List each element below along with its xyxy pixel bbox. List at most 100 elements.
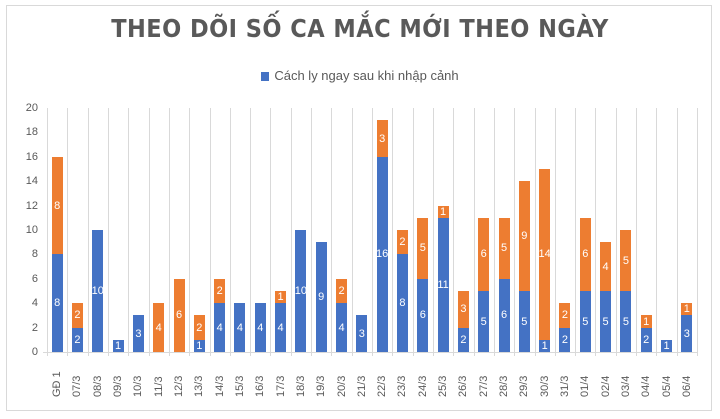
bar-segment-blue[interactable] (71, 327, 83, 352)
gridline (494, 108, 495, 356)
bar-value-label: 1 (115, 339, 122, 352)
gridline (250, 108, 251, 356)
bar-segment-orange[interactable] (478, 217, 490, 291)
x-tick-label: 13/3 (193, 375, 206, 397)
bar-segment-blue[interactable] (92, 230, 104, 352)
bar-segment-orange[interactable] (153, 303, 165, 352)
bar-segment-blue[interactable] (295, 230, 307, 352)
bar-segment-orange[interactable] (173, 278, 185, 352)
x-tick-label: GĐ 1 (51, 371, 64, 397)
x-tick-label: 14/3 (213, 375, 226, 397)
y-tick-label: 4 (31, 297, 38, 310)
bar-segment-orange[interactable] (214, 278, 226, 304)
x-tick-label: 24/3 (416, 375, 429, 397)
bar-segment-blue[interactable] (681, 315, 693, 352)
x-tick-label: 31/3 (558, 375, 571, 397)
bar-segment-blue[interactable] (518, 291, 530, 352)
bar-segment-orange[interactable] (620, 230, 632, 291)
bar-segment-orange[interactable] (518, 181, 530, 291)
bar-segment-blue[interactable] (356, 315, 368, 352)
x-tick-label: 25/3 (437, 375, 450, 397)
bar-segment-blue[interactable] (214, 303, 226, 352)
bar-value-label: 9 (318, 291, 325, 304)
x-tick-label: 01/4 (579, 375, 592, 397)
gridline (88, 108, 89, 356)
bar-segment-blue[interactable] (600, 291, 612, 352)
x-tick-label: 23/3 (396, 375, 409, 397)
bar-segment-blue[interactable] (640, 327, 652, 352)
bar-value-label: 2 (74, 309, 81, 322)
bar-segment-blue[interactable] (315, 242, 327, 352)
bar-segment-blue[interactable] (620, 291, 632, 352)
chart-title: THEO DÕI SỐ CA MẮC MỚI THEO NGÀY (111, 14, 609, 43)
gridline (128, 108, 129, 356)
bar-segment-orange[interactable] (579, 217, 591, 291)
bar-segment-blue[interactable] (661, 339, 673, 352)
bar-value-label: 10 (294, 285, 308, 297)
gridline (189, 108, 190, 356)
bar-segment-blue[interactable] (275, 303, 287, 352)
bar-value-label: 4 (602, 260, 609, 273)
bar-segment-orange[interactable] (336, 278, 348, 304)
gridline (535, 108, 536, 356)
bar-segment-orange[interactable] (640, 315, 652, 328)
bar-segment-orange[interactable] (457, 291, 469, 328)
bar-segment-orange[interactable] (600, 242, 612, 291)
gridline (453, 108, 454, 356)
bar-segment-blue[interactable] (234, 303, 246, 352)
bar-value-label: 2 (460, 333, 467, 346)
bar-segment-orange[interactable] (376, 120, 388, 157)
bar-segment-orange[interactable] (417, 217, 429, 279)
gridline (47, 108, 48, 356)
chart-legend: Cách ly ngay sau khi nhập cảnh (0, 68, 720, 83)
bar-segment-blue[interactable] (132, 315, 144, 352)
bar-segment-blue[interactable] (336, 303, 348, 352)
gridline (433, 108, 434, 356)
gridline (413, 108, 414, 356)
bar-segment-orange[interactable] (437, 205, 449, 218)
bar-segment-blue[interactable] (376, 156, 388, 352)
bar-value-label: 8 (54, 297, 61, 310)
gridline (595, 108, 596, 356)
bar-segment-blue[interactable] (254, 303, 266, 352)
bar-value-label: 4 (216, 321, 223, 334)
bar-segment-orange[interactable] (559, 303, 571, 328)
bar-segment-orange[interactable] (51, 156, 63, 255)
bar-segment-blue[interactable] (193, 339, 205, 352)
bar-value-label: 2 (561, 309, 569, 322)
y-tick-label: 10 (25, 224, 38, 236)
y-tick-label: 20 (25, 102, 38, 114)
gridline (392, 108, 393, 356)
bar-segment-blue[interactable] (478, 291, 490, 352)
bar-segment-blue[interactable] (498, 278, 510, 352)
bar-segment-orange[interactable] (71, 303, 83, 328)
bar-segment-orange[interactable] (193, 315, 205, 340)
bar-value-label: 2 (399, 236, 406, 249)
bar-value-label: 11 (437, 278, 449, 291)
x-tick-label: 11/3 (152, 376, 165, 397)
bar-value-label: 2 (643, 333, 650, 346)
bar-segment-blue[interactable] (417, 278, 429, 352)
bar-value-label: 1 (663, 339, 670, 352)
bar-segment-blue[interactable] (437, 217, 449, 352)
bar-value-label: 10 (91, 285, 104, 297)
y-tick-label: 18 (25, 126, 38, 139)
bar-segment-blue[interactable] (396, 254, 408, 352)
bar-segment-orange[interactable] (396, 230, 408, 255)
bar-value-label: 5 (480, 315, 487, 328)
bar-segment-blue[interactable] (559, 327, 571, 352)
bar-segment-blue[interactable] (457, 327, 469, 352)
gridline (311, 108, 312, 356)
x-tick-label: 21/3 (355, 375, 368, 397)
bar-segment-orange[interactable] (498, 217, 510, 279)
gridline (67, 108, 68, 356)
bar-value-label: 1 (643, 315, 650, 328)
bar-segment-orange[interactable] (539, 169, 551, 340)
bar-segment-orange[interactable] (681, 303, 693, 316)
bar-segment-blue[interactable] (112, 339, 124, 352)
bar-segment-blue[interactable] (579, 291, 591, 352)
bar-segment-blue[interactable] (51, 254, 63, 352)
bar-segment-orange[interactable] (275, 291, 287, 304)
x-tick-label: 27/3 (477, 375, 490, 397)
bar-segment-blue[interactable] (539, 339, 551, 352)
